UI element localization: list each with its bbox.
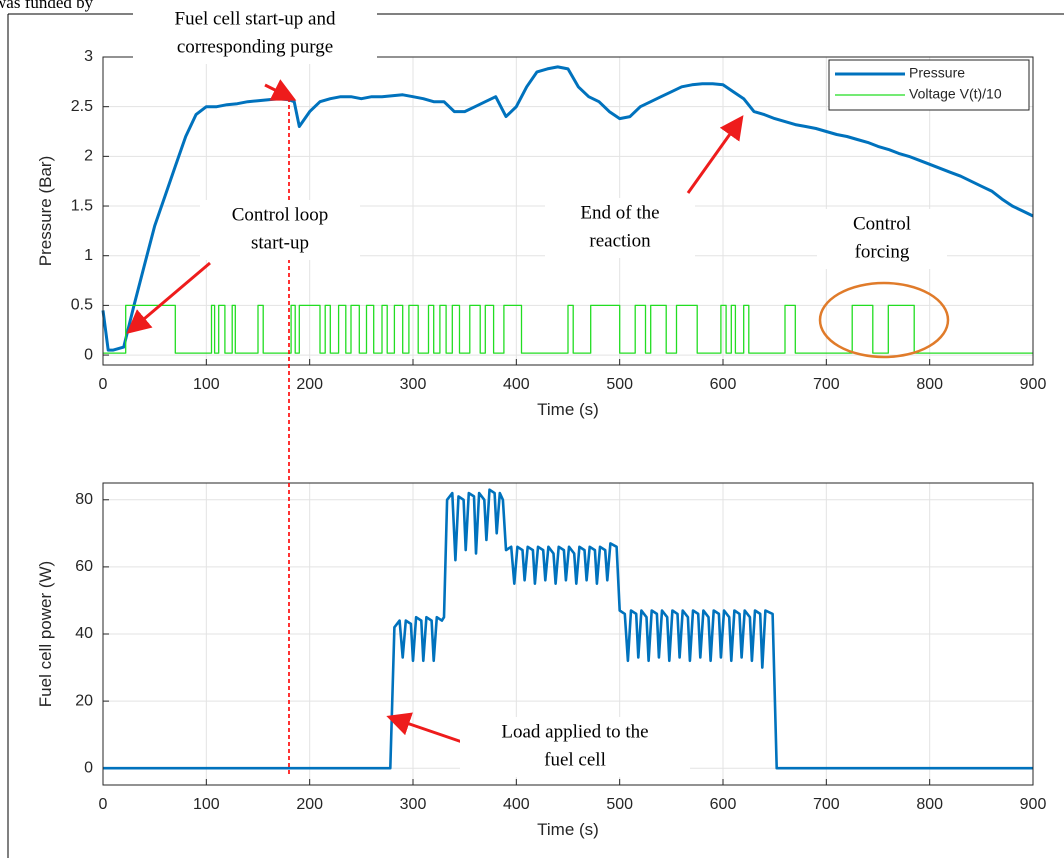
data-line: [103, 488, 1033, 770]
x-tick-label: 800: [916, 796, 943, 813]
x-tick-label: 300: [400, 796, 427, 813]
x-tick-label: 400: [503, 796, 530, 813]
y-tick-label: 80: [75, 491, 93, 508]
annotation: forcing: [855, 241, 910, 262]
x-axis-label: Time (s): [537, 820, 599, 839]
y-tick-label: 1: [84, 247, 93, 264]
y-tick-label: 0.5: [71, 297, 93, 314]
y-axis-label: Pressure (Bar): [36, 156, 55, 267]
y-tick-label: 60: [75, 558, 93, 575]
legend-label: Pressure: [909, 65, 965, 81]
x-axis-label: Time (s): [537, 400, 599, 419]
annotation: Fuel cell start-up and: [175, 8, 336, 29]
x-tick-label: 600: [710, 796, 737, 813]
annotation: Control loop: [232, 204, 329, 225]
legend-box: [828, 59, 1030, 111]
annotation: corresponding purge: [177, 36, 333, 57]
x-tick-label: 0: [99, 376, 108, 393]
x-tick-label: 800: [916, 376, 943, 393]
data-line: [103, 304, 1033, 354]
x-tick-label: 200: [296, 796, 323, 813]
annotation: Control: [853, 213, 911, 234]
arrow: [686, 115, 744, 194]
arrow: [264, 79, 297, 101]
y-tick-label: 3: [84, 48, 93, 65]
header-fragment: was funded by: [0, 0, 94, 12]
x-tick-label: 700: [813, 796, 840, 813]
annotation-background: [200, 200, 360, 260]
arrow: [126, 261, 211, 334]
annotation-background: [545, 198, 695, 258]
y-tick-label: 20: [75, 692, 93, 709]
legend: Pressure Voltage V(t)/10: [828, 59, 1030, 111]
x-tick-label: 600: [710, 376, 737, 393]
annotation-background: [817, 209, 947, 269]
axes-box: [102, 56, 1034, 366]
axes-box: [102, 482, 1034, 786]
x-tick-label: 900: [1020, 796, 1047, 813]
y-tick-label: 2: [84, 148, 93, 165]
y-tick-label: 2.5: [71, 98, 93, 115]
annotation: reaction: [589, 230, 651, 251]
legend-label: Voltage V(t)/10: [909, 86, 1002, 102]
arrow: [386, 712, 469, 746]
x-tick-label: 300: [400, 376, 427, 393]
overlay: Fuel cell start-up and corresponding purg…: [126, 4, 950, 777]
y-tick-label: 0: [84, 759, 93, 776]
y-tick-label: 0: [84, 346, 93, 363]
x-tick-label: 500: [606, 376, 633, 393]
axes: 0 100 200 300 400 500 600 700 800 900 0 20 40 60 80 Tim…: [36, 482, 1047, 839]
x-tick-label: 900: [1020, 376, 1047, 393]
x-tick-label: 0: [99, 796, 108, 813]
x-tick-label: 100: [193, 796, 220, 813]
x-tick-label: 700: [813, 376, 840, 393]
x-tick-label: 400: [503, 376, 530, 393]
data-line: [101, 65, 1034, 352]
x-tick-label: 200: [296, 376, 323, 393]
annotation: Load applied to the: [501, 721, 648, 742]
y-tick-label: 1.5: [71, 197, 93, 214]
y-tick-label: 40: [75, 625, 93, 642]
annotation: fuel cell: [544, 749, 606, 770]
annotation-background: [133, 4, 377, 64]
y-axis-label: Fuel cell power (W): [36, 561, 55, 707]
x-tick-label: 500: [606, 796, 633, 813]
annotation: start-up: [251, 232, 309, 253]
x-tick-label: 100: [193, 376, 220, 393]
annotation-background: [460, 717, 690, 777]
highlight-ellipse: [818, 281, 950, 359]
annotation: End of the: [580, 202, 659, 223]
